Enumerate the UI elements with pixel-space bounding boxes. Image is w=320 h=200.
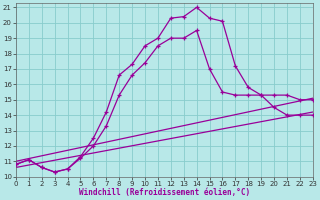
X-axis label: Windchill (Refroidissement éolien,°C): Windchill (Refroidissement éolien,°C) (79, 188, 250, 197)
